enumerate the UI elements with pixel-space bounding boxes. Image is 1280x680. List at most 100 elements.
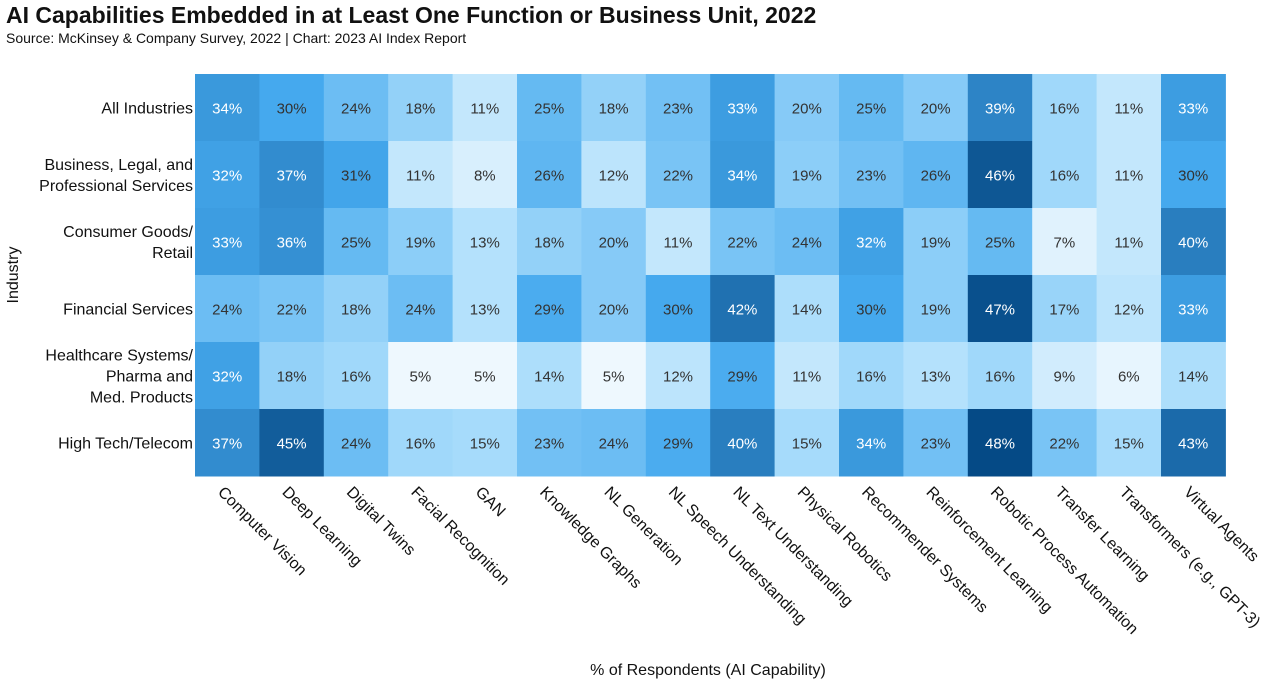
cell-value-label: 25%	[856, 101, 886, 118]
heatmap-cell	[195, 208, 260, 276]
cell-value-label: 33%	[1178, 302, 1208, 319]
heatmap-cell	[323, 409, 389, 477]
cell-value-label: 19%	[792, 168, 822, 185]
heatmap-cell	[1032, 141, 1098, 209]
cell-value-label: 43%	[1178, 436, 1208, 453]
heatmap-cell	[323, 342, 389, 410]
heatmap-cell	[581, 141, 647, 209]
column-label: NL Speech Understanding	[665, 484, 809, 628]
cell-value-label: 14%	[792, 302, 822, 319]
cell-value-label: 17%	[1049, 302, 1079, 319]
heatmap-cell	[774, 409, 840, 477]
heatmap-cell	[710, 141, 776, 209]
cell-value-label: 20%	[921, 101, 951, 118]
heatmap-cell	[259, 74, 325, 142]
heatmap-cell	[839, 342, 904, 410]
heatmap-cell	[517, 275, 582, 343]
row-label: Consumer Goods/Retail	[63, 224, 193, 262]
heatmap-cell	[903, 342, 969, 410]
cell-value-label: 11%	[664, 235, 693, 252]
heatmap-cell	[1161, 342, 1226, 410]
row-label: Healthcare Systems/Pharma and Med. Produc…	[45, 348, 193, 407]
x-axis-title: % of Respondents (AI Capability)	[590, 662, 826, 679]
cell-value-label: 24%	[405, 302, 435, 319]
heatmap-cell	[645, 275, 711, 343]
heatmap-cell	[452, 409, 518, 477]
cell-value-label: 45%	[277, 436, 307, 453]
heatmap-cell	[388, 141, 454, 209]
cell-value-label: 25%	[985, 235, 1015, 252]
chart-subtitle: Source: McKinsey & Company Survey, 2022 …	[6, 30, 467, 46]
heatmap-cell	[645, 208, 711, 276]
cell-value-label: 20%	[599, 302, 629, 319]
cell-value-label: 15%	[470, 436, 500, 453]
heatmap-cell	[903, 409, 969, 477]
heatmap-cell	[195, 409, 260, 477]
heatmap-cell	[581, 409, 647, 477]
heatmap-cell	[903, 74, 969, 142]
heatmap-cell	[517, 208, 582, 276]
heatmap-cell	[967, 208, 1033, 276]
cell-value-label: 5%	[410, 369, 432, 386]
heatmap-cell	[710, 74, 776, 142]
cell-value-label: 29%	[663, 436, 693, 453]
heatmap-cell	[1096, 342, 1162, 410]
heatmap-cell	[195, 342, 260, 410]
cell-value-label: 13%	[470, 235, 500, 252]
heatmap-cell	[710, 275, 776, 343]
heatmap-cell	[774, 275, 840, 343]
cell-value-label: 36%	[277, 235, 307, 252]
heatmap-cell	[967, 409, 1033, 477]
cell-value-label: 11%	[1114, 101, 1143, 118]
cell-value-label: 13%	[921, 369, 951, 386]
cell-value-label: 14%	[1178, 369, 1208, 386]
heatmap-cell	[581, 208, 647, 276]
heatmap-cell	[1096, 409, 1162, 477]
cell-value-label: 46%	[985, 168, 1015, 185]
cell-value-label: 11%	[406, 168, 435, 185]
heatmap-cell	[1096, 74, 1162, 142]
heatmap-cell	[1096, 275, 1162, 343]
heatmap-cell	[1032, 74, 1098, 142]
heatmap-cell	[581, 342, 647, 410]
heatmap-cell	[774, 74, 840, 142]
cell-value-label: 11%	[1114, 168, 1143, 185]
heatmap-cell	[967, 141, 1033, 209]
heatmap-cell	[517, 409, 582, 477]
heatmap-cell	[903, 208, 969, 276]
cell-value-label: 22%	[277, 302, 307, 319]
cell-value-label: 15%	[792, 436, 822, 453]
cell-value-label: 23%	[921, 436, 951, 453]
cell-value-label: 32%	[212, 369, 242, 386]
cell-value-label: 6%	[1118, 369, 1140, 386]
heatmap-cell	[839, 409, 904, 477]
heatmap-cell	[452, 275, 518, 343]
cell-value-label: 22%	[1049, 436, 1079, 453]
heatmap-cell	[259, 409, 325, 477]
heatmap-cell	[967, 74, 1033, 142]
cell-value-label: 8%	[474, 168, 496, 185]
row-label: Financial Services	[63, 302, 193, 319]
cell-value-label: 31%	[341, 168, 371, 185]
heatmap-cell	[1032, 275, 1098, 343]
heatmap-cell	[710, 342, 776, 410]
heatmap-cell	[195, 141, 260, 209]
heatmap-cell	[323, 275, 389, 343]
cell-value-label: 19%	[405, 235, 435, 252]
heatmap-cell	[388, 409, 454, 477]
cell-value-label: 22%	[663, 168, 693, 185]
cell-value-label: 16%	[405, 436, 435, 453]
row-label: High Tech/Telecom	[58, 436, 193, 453]
heatmap-cell	[259, 275, 325, 343]
heatmap-cell	[323, 141, 389, 209]
heatmap-cell	[452, 141, 518, 209]
cell-value-label: 13%	[470, 302, 500, 319]
cell-value-label: 24%	[599, 436, 629, 453]
cell-value-label: 37%	[212, 436, 242, 453]
cell-value-label: 25%	[534, 101, 564, 118]
heatmap-cell	[839, 208, 904, 276]
heatmap-cell	[774, 141, 840, 209]
cell-value-label: 16%	[341, 369, 371, 386]
cell-value-label: 24%	[212, 302, 242, 319]
